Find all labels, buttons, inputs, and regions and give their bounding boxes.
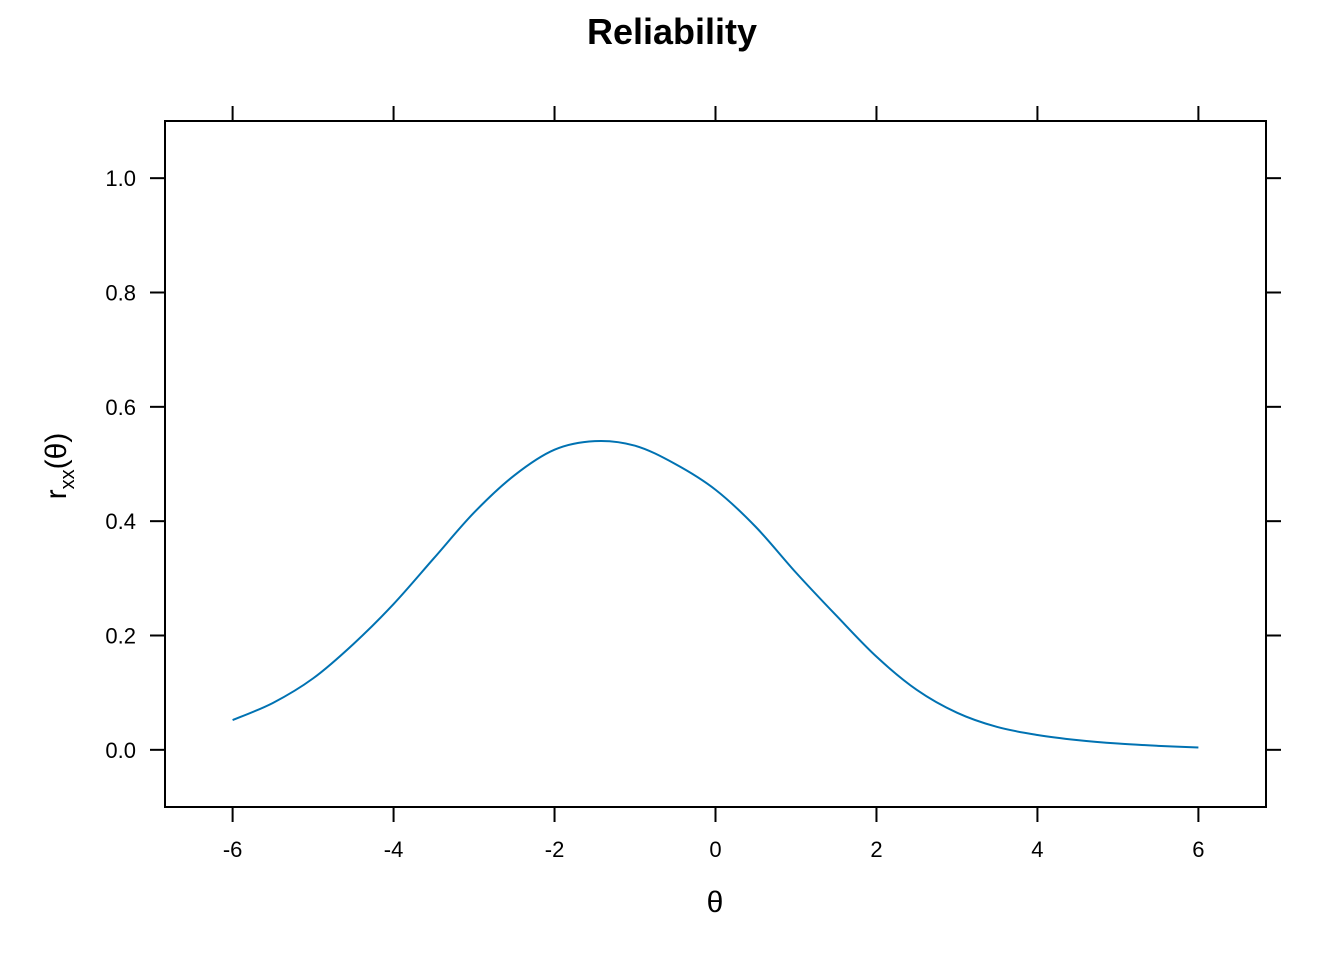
x-axis-label: θ (707, 886, 724, 919)
y-axis: 0.0 0.2 0.4 0.6 0.8 1.0 (105, 166, 1281, 763)
y-tick-label: 0.8 (105, 281, 136, 306)
x-tick-label: -2 (545, 837, 565, 862)
reliability-curve-line (232, 439, 1199, 749)
x-tick-label: 2 (870, 837, 882, 862)
x-tick-label: 0 (709, 837, 721, 862)
y-tick-label: 0.6 (105, 395, 136, 420)
x-axis: -6 -4 -2 0 2 4 6 (223, 106, 1205, 862)
x-tick-label: 4 (1031, 837, 1043, 862)
y-axis-label-tail: (θ) (40, 433, 73, 470)
y-tick-label: 0.4 (105, 509, 136, 534)
plot-frame (164, 120, 1267, 808)
chart-title: Reliability (587, 11, 757, 52)
x-tick-label: 6 (1192, 837, 1204, 862)
x-tick-label: -4 (384, 837, 404, 862)
y-axis-label-subscript: xx (57, 469, 79, 489)
x-tick-label: -6 (223, 837, 243, 862)
y-tick-label: 1.0 (105, 166, 136, 191)
y-axis-label: rxx(θ) (40, 433, 79, 500)
y-tick-label: 0.0 (105, 738, 136, 763)
y-tick-label: 0.2 (105, 624, 136, 649)
y-axis-label-main: r (40, 489, 73, 499)
